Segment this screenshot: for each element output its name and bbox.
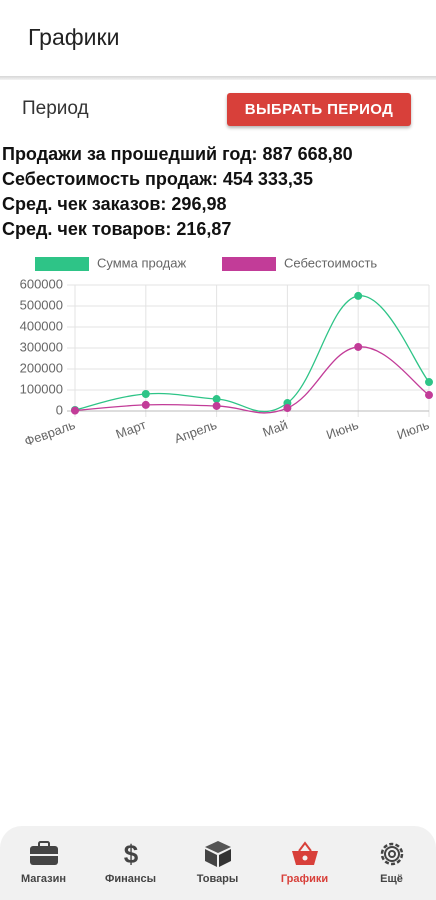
nav-label: Товары bbox=[196, 873, 239, 885]
bottom-nav: Магазин $ Финансы Товары Графики Ещё bbox=[0, 826, 436, 900]
legend-label: Себестоимость bbox=[284, 255, 377, 270]
x-tick-label: Июль bbox=[395, 417, 432, 443]
nav-item[interactable]: Товары bbox=[174, 826, 261, 900]
nav-label: Ещё bbox=[380, 873, 403, 885]
nav-label: Финансы bbox=[104, 873, 157, 885]
x-tick-label: Февраль bbox=[22, 417, 77, 449]
data-point bbox=[212, 401, 221, 410]
x-tick-label: Май bbox=[261, 417, 290, 440]
legend-swatch bbox=[35, 257, 89, 271]
nav-item[interactable]: $ Финансы bbox=[87, 826, 174, 900]
data-point bbox=[141, 400, 150, 409]
period-label: Период bbox=[22, 98, 89, 119]
data-point bbox=[71, 406, 79, 415]
y-tick-label: 300000 bbox=[20, 339, 63, 354]
nav-item[interactable]: Ещё bbox=[348, 826, 435, 900]
y-tick-label: 200000 bbox=[20, 360, 63, 375]
x-tick-label: Июнь bbox=[324, 417, 360, 442]
icon bbox=[380, 842, 403, 866]
data-point bbox=[354, 342, 363, 351]
data-point bbox=[425, 378, 433, 387]
stat-line: Сред. чек товаров: 216,87 bbox=[2, 219, 232, 239]
stat-line: Сред. чек заказов: 296,98 bbox=[2, 194, 227, 214]
icon: $ bbox=[123, 839, 138, 869]
x-tick-label: Март bbox=[114, 417, 148, 442]
y-tick-label: 500000 bbox=[20, 297, 63, 312]
divider bbox=[0, 76, 436, 80]
nav-label: Магазин bbox=[20, 873, 67, 885]
y-tick-label: 600000 bbox=[20, 276, 63, 291]
nav-item[interactable]: Магазин bbox=[0, 826, 87, 900]
svg-text:$: $ bbox=[123, 840, 138, 868]
y-tick-label: 400000 bbox=[20, 318, 63, 333]
screen-title: Графики bbox=[28, 24, 120, 50]
series-line bbox=[74, 346, 430, 414]
select-period-button[interactable]: ВЫБРАТЬ ПЕРИОД bbox=[227, 93, 411, 126]
data-point bbox=[212, 395, 221, 404]
data-point bbox=[141, 389, 150, 398]
icon bbox=[291, 841, 318, 865]
icon bbox=[204, 841, 231, 867]
x-tick-label: Апрель bbox=[172, 417, 219, 446]
nav-item[interactable]: Графики bbox=[261, 826, 348, 900]
chart: Сумма продаж Себестоимость 0 100000 200000 30… bbox=[20, 255, 433, 449]
data-point bbox=[425, 391, 433, 400]
nav-label: Графики bbox=[280, 873, 329, 885]
legend-swatch bbox=[222, 257, 276, 271]
data-point bbox=[354, 291, 363, 300]
y-tick-label: 100000 bbox=[20, 381, 63, 396]
y-tick-label: 0 bbox=[56, 402, 63, 417]
stat-line: Себестоимость продаж: 454 333,35 bbox=[2, 169, 313, 189]
legend-label: Сумма продаж bbox=[97, 255, 186, 270]
stat-line: Продажи за прошедший год: 887 668,80 bbox=[2, 144, 353, 164]
series-line bbox=[74, 295, 430, 413]
icon bbox=[29, 841, 58, 865]
data-point bbox=[283, 404, 292, 413]
